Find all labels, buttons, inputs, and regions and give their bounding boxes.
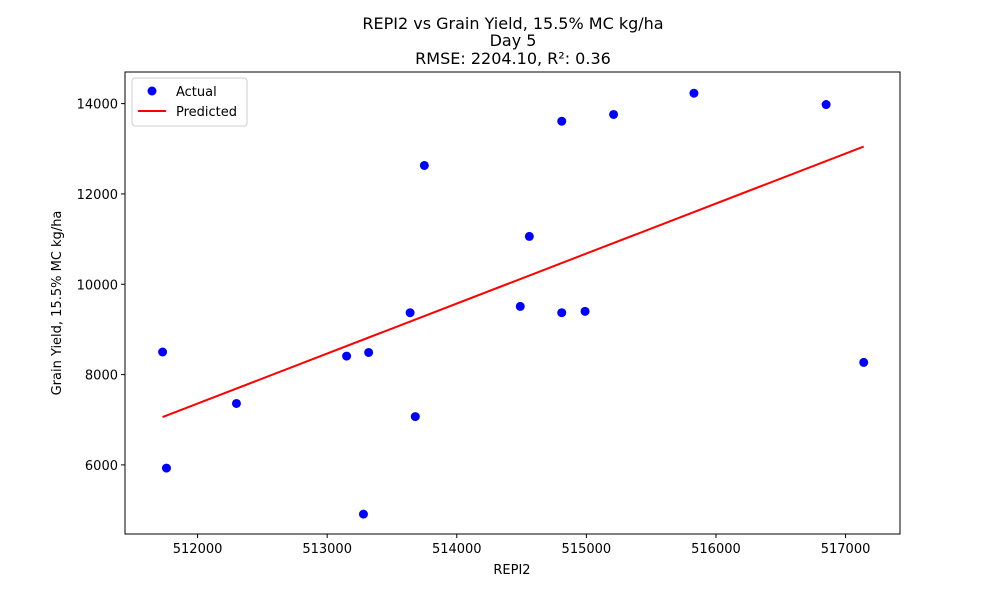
x-tick-label: 513000 <box>302 542 352 557</box>
legend-label-predicted: Predicted <box>176 105 237 120</box>
x-tick-label: 515000 <box>562 542 612 557</box>
y-axis: 6000 8000 10000 12000 14000 <box>77 98 125 474</box>
actual-point <box>821 100 831 110</box>
actual-point <box>410 412 420 422</box>
actual-point <box>231 398 241 408</box>
actual-point <box>342 351 352 361</box>
y-tick-label: 8000 <box>85 369 118 384</box>
y-tick-label: 6000 <box>85 459 118 474</box>
actual-point <box>161 463 171 473</box>
x-tick-label: 516000 <box>691 542 741 557</box>
chart-title: REPI2 vs Grain Yield, 15.5% MC kg/ha <box>362 14 663 33</box>
predicted-series <box>162 145 865 418</box>
actual-point <box>524 231 534 241</box>
actual-point <box>859 357 869 367</box>
legend: Actual Predicted <box>131 77 248 127</box>
x-axis-label: REPI2 <box>493 563 530 578</box>
actual-point <box>557 308 567 318</box>
plot-area <box>124 71 901 535</box>
x-tick-label: 517000 <box>821 542 871 557</box>
x-axis: 512000 513000 514000 515000 516000 517000 <box>173 534 871 557</box>
y-tick-label: 12000 <box>77 188 118 203</box>
actual-point <box>364 347 374 357</box>
x-tick-label: 514000 <box>432 542 482 557</box>
actual-point <box>405 308 415 318</box>
x-tick-label: 512000 <box>173 542 223 557</box>
actual-point <box>158 347 168 357</box>
actual-point <box>515 301 525 311</box>
y-tick-label: 14000 <box>77 98 118 113</box>
chart-metrics: RMSE: 2204.10, R²: 0.36 <box>415 49 611 68</box>
predicted-line <box>162 145 865 418</box>
legend-label-actual: Actual <box>176 85 217 100</box>
chart-subtitle: Day 5 <box>490 31 537 50</box>
y-tick-label: 10000 <box>77 278 118 293</box>
actual-point <box>419 160 429 170</box>
actual-series <box>158 88 869 519</box>
actual-point <box>689 88 699 98</box>
legend-marker-actual <box>147 86 157 96</box>
y-axis-label: Grain Yield, 15.5% MC kg/ha <box>50 211 65 396</box>
actual-point <box>580 306 590 316</box>
actual-point <box>358 509 368 519</box>
actual-point <box>609 109 619 119</box>
legend-box <box>131 77 248 127</box>
actual-point <box>557 116 567 126</box>
